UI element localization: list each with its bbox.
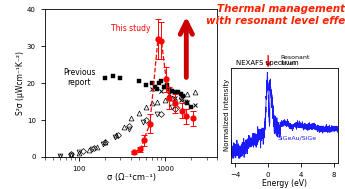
X-axis label: σ (Ω⁻¹cm⁻¹): σ (Ω⁻¹cm⁻¹)	[107, 173, 156, 182]
Text: SiGeAu/SiGe: SiGeAu/SiGe	[277, 136, 316, 141]
X-axis label: Energy (eV): Energy (eV)	[262, 179, 307, 188]
Text: Thermal management
with resonant level effect: Thermal management with resonant level e…	[206, 4, 345, 26]
Text: This study: This study	[111, 24, 151, 33]
Text: NEXAFS spectrum: NEXAFS spectrum	[237, 60, 299, 66]
Text: Previous
report: Previous report	[63, 67, 96, 87]
Y-axis label: S²σ (μWcm⁻¹K⁻²): S²σ (μWcm⁻¹K⁻²)	[17, 51, 26, 115]
Y-axis label: Normalized intensity: Normalized intensity	[224, 79, 230, 151]
Text: Resonant
level: Resonant level	[280, 55, 310, 66]
